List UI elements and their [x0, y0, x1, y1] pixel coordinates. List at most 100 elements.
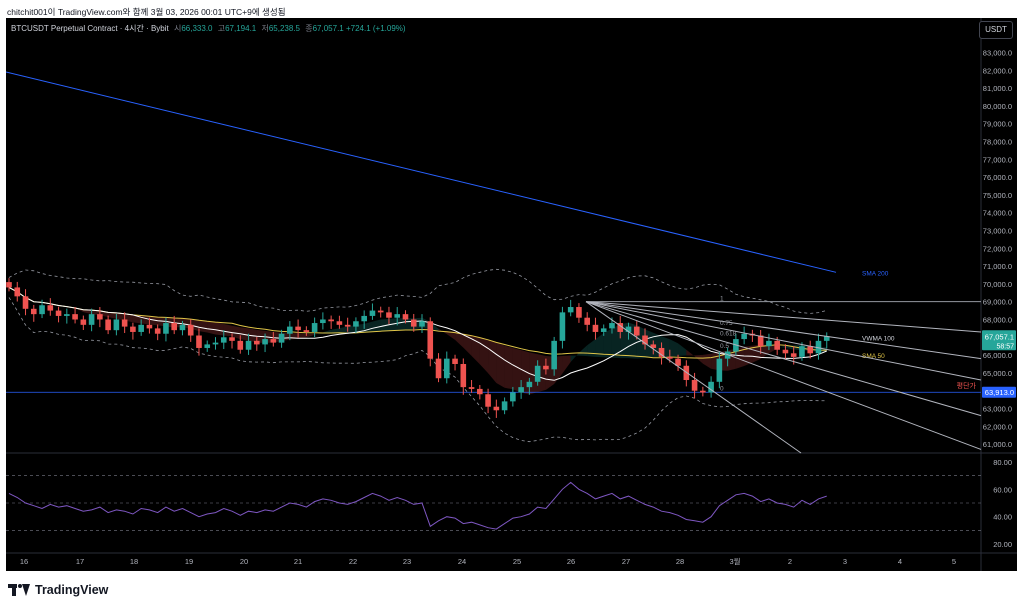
candle[interactable] [807, 340, 814, 359]
candle[interactable] [229, 333, 235, 349]
candle[interactable] [782, 344, 789, 360]
candle[interactable] [757, 329, 764, 354]
candle[interactable] [369, 303, 376, 320]
candle[interactable] [295, 319, 301, 338]
candle[interactable] [460, 358, 467, 395]
candle[interactable] [344, 317, 351, 332]
candle[interactable] [47, 298, 54, 316]
candle[interactable] [402, 310, 409, 324]
candle[interactable] [220, 330, 227, 350]
candle[interactable] [485, 388, 491, 414]
candle[interactable] [551, 336, 557, 376]
candle[interactable] [262, 333, 268, 353]
candle[interactable] [543, 358, 549, 375]
candle[interactable] [691, 372, 698, 399]
candle[interactable] [320, 312, 326, 330]
candle[interactable] [567, 299, 574, 317]
candle[interactable] [105, 315, 111, 335]
candle[interactable] [410, 313, 417, 332]
candle[interactable] [443, 351, 450, 384]
candle[interactable] [22, 289, 29, 316]
fib-fan-line[interactable] [585, 301, 982, 333]
candle[interactable] [633, 321, 640, 340]
candle[interactable] [311, 317, 318, 338]
candle[interactable] [270, 331, 277, 347]
tradingview-branding[interactable]: TradingView [8, 580, 108, 600]
candle[interactable] [303, 326, 310, 336]
fib-fan-line[interactable] [585, 301, 982, 417]
candle[interactable] [245, 333, 252, 355]
candle[interactable] [121, 312, 128, 334]
candle[interactable] [518, 380, 524, 399]
price-axis[interactable]: 83,000.0 82,000.0 81,000.0 80,000.0 79,000.0… [982, 48, 1016, 449]
candle[interactable] [493, 399, 500, 418]
candle[interactable] [328, 315, 334, 329]
candle[interactable] [650, 340, 657, 355]
candle[interactable] [55, 306, 62, 323]
candle[interactable] [254, 336, 260, 351]
candle[interactable] [501, 397, 508, 415]
rsi-line[interactable] [8, 481, 827, 530]
candle[interactable] [187, 319, 194, 342]
candle[interactable] [700, 386, 706, 397]
candle[interactable] [88, 308, 95, 332]
candle[interactable] [708, 376, 714, 398]
candle[interactable] [287, 321, 293, 341]
candle[interactable] [14, 281, 21, 302]
candle[interactable] [212, 337, 219, 350]
candle[interactable] [72, 307, 78, 324]
candle[interactable] [716, 351, 723, 389]
fib-fan-line[interactable] [585, 301, 982, 450]
candle[interactable] [617, 315, 624, 339]
candle[interactable] [658, 342, 665, 365]
candle[interactable] [584, 312, 590, 332]
candle[interactable] [80, 315, 87, 330]
candle[interactable] [336, 315, 343, 329]
candle[interactable] [815, 333, 822, 360]
candle[interactable] [642, 328, 648, 350]
candle[interactable] [592, 317, 599, 340]
candle[interactable] [97, 307, 103, 328]
candle[interactable] [799, 342, 805, 361]
candle[interactable] [146, 317, 153, 334]
candle[interactable] [6, 278, 12, 292]
candle[interactable] [559, 306, 566, 349]
chart-frame[interactable]: SMA 200 VWMA 100 SMA 50 평단가 1 0.75 0.618 0.5 0 … [6, 18, 1017, 571]
candle[interactable] [196, 328, 202, 356]
candle[interactable] [130, 322, 136, 340]
candle[interactable] [113, 313, 120, 336]
candle[interactable] [526, 377, 533, 395]
candles[interactable] [6, 278, 830, 418]
time-axis[interactable]: 16 17 18 19 20 21 22 23 24 25 26 27 28 3월 2 3 4 5 [20, 556, 956, 566]
candle[interactable] [64, 308, 70, 324]
candle[interactable] [766, 333, 772, 351]
candle[interactable] [419, 314, 425, 334]
candle[interactable] [576, 303, 582, 323]
candle[interactable] [452, 354, 458, 371]
candle[interactable] [675, 354, 681, 371]
candle[interactable] [823, 332, 830, 349]
candle[interactable] [386, 306, 392, 325]
candle[interactable] [394, 307, 401, 326]
candle[interactable] [377, 306, 384, 318]
candle[interactable] [510, 386, 516, 407]
fib-fan-line[interactable] [585, 301, 982, 360]
candle[interactable] [237, 335, 244, 354]
candle[interactable] [154, 324, 161, 341]
candle[interactable] [204, 340, 211, 352]
candle[interactable] [741, 326, 747, 345]
candle[interactable] [435, 353, 442, 383]
fib-fan-line[interactable] [585, 301, 982, 381]
rsi-pane[interactable]: 80.00 60.00 40.00 20.00 [6, 458, 1012, 549]
fib-fan-line[interactable] [585, 301, 802, 454]
candle[interactable] [39, 299, 45, 319]
candle[interactable] [477, 384, 483, 400]
candle[interactable] [749, 329, 756, 342]
candle[interactable] [427, 317, 434, 367]
currency-unit-button[interactable]: USDT [979, 21, 1013, 39]
candle[interactable] [278, 329, 285, 348]
fib-fan[interactable]: 1 0.75 0.618 0.5 0 [585, 296, 982, 454]
candle[interactable] [353, 317, 359, 334]
candle[interactable] [163, 317, 169, 342]
